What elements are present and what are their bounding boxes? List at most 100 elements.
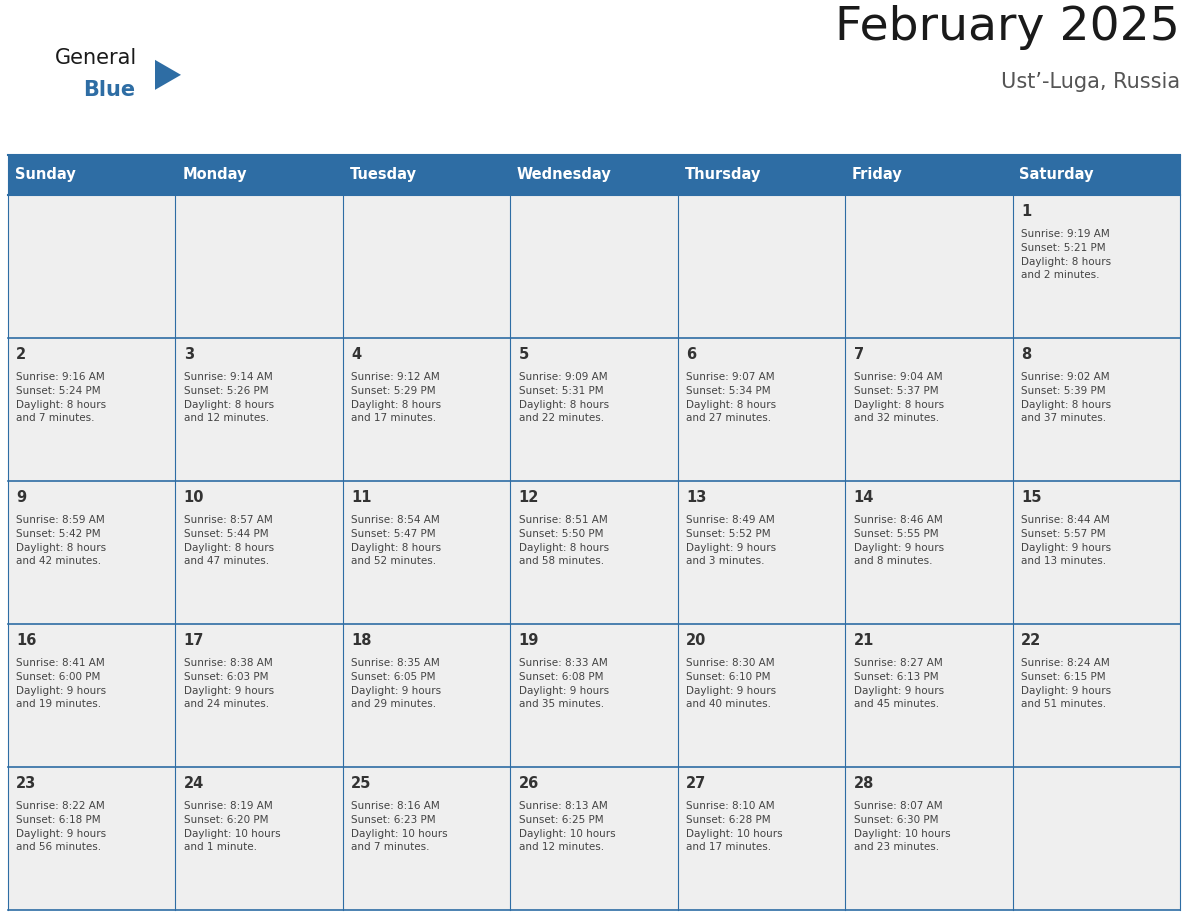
Text: Sunrise: 9:19 AM
Sunset: 5:21 PM
Daylight: 8 hours
and 2 minutes.: Sunrise: 9:19 AM Sunset: 5:21 PM Dayligh… [1020, 230, 1111, 280]
Text: General: General [55, 48, 138, 68]
Text: Sunrise: 8:07 AM
Sunset: 6:30 PM
Daylight: 10 hours
and 23 minutes.: Sunrise: 8:07 AM Sunset: 6:30 PM Dayligh… [853, 801, 950, 852]
Bar [511, 481, 677, 624]
Text: 5: 5 [519, 347, 529, 362]
Bar [511, 767, 677, 910]
Bar [845, 195, 1012, 338]
Text: Saturday: Saturday [1019, 167, 1094, 183]
Text: Sunday: Sunday [14, 167, 76, 183]
Text: 17: 17 [184, 633, 204, 647]
Text: Sunrise: 9:07 AM
Sunset: 5:34 PM
Daylight: 8 hours
and 27 minutes.: Sunrise: 9:07 AM Sunset: 5:34 PM Dayligh… [687, 373, 776, 423]
Text: Sunrise: 8:33 AM
Sunset: 6:08 PM
Daylight: 9 hours
and 35 minutes.: Sunrise: 8:33 AM Sunset: 6:08 PM Dayligh… [519, 658, 608, 709]
Bar [176, 338, 343, 481]
Bar [677, 624, 845, 767]
Bar [8, 155, 1180, 195]
Text: Sunrise: 8:24 AM
Sunset: 6:15 PM
Daylight: 9 hours
and 51 minutes.: Sunrise: 8:24 AM Sunset: 6:15 PM Dayligh… [1020, 658, 1111, 709]
Bar [845, 767, 1012, 910]
Text: Sunrise: 8:30 AM
Sunset: 6:10 PM
Daylight: 9 hours
and 40 minutes.: Sunrise: 8:30 AM Sunset: 6:10 PM Dayligh… [687, 658, 776, 709]
Text: Sunrise: 8:44 AM
Sunset: 5:57 PM
Daylight: 9 hours
and 13 minutes.: Sunrise: 8:44 AM Sunset: 5:57 PM Dayligh… [1020, 515, 1111, 566]
Text: Sunrise: 8:49 AM
Sunset: 5:52 PM
Daylight: 9 hours
and 3 minutes.: Sunrise: 8:49 AM Sunset: 5:52 PM Dayligh… [687, 515, 776, 566]
Text: Sunrise: 8:38 AM
Sunset: 6:03 PM
Daylight: 9 hours
and 24 minutes.: Sunrise: 8:38 AM Sunset: 6:03 PM Dayligh… [184, 658, 274, 709]
Bar [343, 195, 511, 338]
Text: 4: 4 [352, 347, 361, 362]
Bar [176, 767, 343, 910]
Text: Sunrise: 9:04 AM
Sunset: 5:37 PM
Daylight: 8 hours
and 32 minutes.: Sunrise: 9:04 AM Sunset: 5:37 PM Dayligh… [853, 373, 943, 423]
Text: 25: 25 [352, 776, 372, 790]
Bar [1012, 481, 1180, 624]
Text: Ust’-Luga, Russia: Ust’-Luga, Russia [1000, 73, 1180, 93]
Text: Blue: Blue [83, 80, 135, 100]
Text: 12: 12 [519, 489, 539, 505]
Bar [343, 481, 511, 624]
Text: Sunrise: 9:02 AM
Sunset: 5:39 PM
Daylight: 8 hours
and 37 minutes.: Sunrise: 9:02 AM Sunset: 5:39 PM Dayligh… [1020, 373, 1111, 423]
Text: Sunrise: 8:57 AM
Sunset: 5:44 PM
Daylight: 8 hours
and 47 minutes.: Sunrise: 8:57 AM Sunset: 5:44 PM Dayligh… [184, 515, 274, 566]
Bar [845, 338, 1012, 481]
Bar [8, 195, 176, 338]
Text: Sunrise: 8:41 AM
Sunset: 6:00 PM
Daylight: 9 hours
and 19 minutes.: Sunrise: 8:41 AM Sunset: 6:00 PM Dayligh… [17, 658, 107, 709]
Bar [343, 767, 511, 910]
Bar [176, 195, 343, 338]
Text: 18: 18 [352, 633, 372, 647]
Text: Sunrise: 9:09 AM
Sunset: 5:31 PM
Daylight: 8 hours
and 22 minutes.: Sunrise: 9:09 AM Sunset: 5:31 PM Dayligh… [519, 373, 608, 423]
Text: 26: 26 [519, 776, 539, 790]
Bar [1012, 767, 1180, 910]
Bar [1012, 195, 1180, 338]
Text: Sunrise: 8:27 AM
Sunset: 6:13 PM
Daylight: 9 hours
and 45 minutes.: Sunrise: 8:27 AM Sunset: 6:13 PM Dayligh… [853, 658, 943, 709]
Text: 19: 19 [519, 633, 539, 647]
Text: Sunrise: 8:59 AM
Sunset: 5:42 PM
Daylight: 8 hours
and 42 minutes.: Sunrise: 8:59 AM Sunset: 5:42 PM Dayligh… [17, 515, 107, 566]
Bar [343, 338, 511, 481]
Bar [1012, 338, 1180, 481]
Text: 13: 13 [687, 489, 707, 505]
Text: Sunrise: 8:22 AM
Sunset: 6:18 PM
Daylight: 9 hours
and 56 minutes.: Sunrise: 8:22 AM Sunset: 6:18 PM Dayligh… [17, 801, 107, 852]
Text: Sunrise: 8:13 AM
Sunset: 6:25 PM
Daylight: 10 hours
and 12 minutes.: Sunrise: 8:13 AM Sunset: 6:25 PM Dayligh… [519, 801, 615, 852]
Polygon shape [154, 60, 181, 90]
Text: Monday: Monday [182, 167, 247, 183]
Text: 27: 27 [687, 776, 707, 790]
Text: 11: 11 [352, 489, 372, 505]
Text: Sunrise: 9:12 AM
Sunset: 5:29 PM
Daylight: 8 hours
and 17 minutes.: Sunrise: 9:12 AM Sunset: 5:29 PM Dayligh… [352, 373, 442, 423]
Bar [677, 338, 845, 481]
Text: 7: 7 [853, 347, 864, 362]
Bar [176, 624, 343, 767]
Text: 21: 21 [853, 633, 874, 647]
Bar [511, 195, 677, 338]
Bar [511, 624, 677, 767]
Text: Tuesday: Tuesday [349, 167, 417, 183]
Text: Sunrise: 9:14 AM
Sunset: 5:26 PM
Daylight: 8 hours
and 12 minutes.: Sunrise: 9:14 AM Sunset: 5:26 PM Dayligh… [184, 373, 274, 423]
Bar [1012, 624, 1180, 767]
Text: 10: 10 [184, 489, 204, 505]
Text: Friday: Friday [852, 167, 903, 183]
Text: Sunrise: 9:16 AM
Sunset: 5:24 PM
Daylight: 8 hours
and 7 minutes.: Sunrise: 9:16 AM Sunset: 5:24 PM Dayligh… [17, 373, 107, 423]
Text: Sunrise: 8:46 AM
Sunset: 5:55 PM
Daylight: 9 hours
and 8 minutes.: Sunrise: 8:46 AM Sunset: 5:55 PM Dayligh… [853, 515, 943, 566]
Text: Sunrise: 8:19 AM
Sunset: 6:20 PM
Daylight: 10 hours
and 1 minute.: Sunrise: 8:19 AM Sunset: 6:20 PM Dayligh… [184, 801, 280, 852]
Bar [677, 481, 845, 624]
Text: 1: 1 [1020, 204, 1031, 218]
Text: Sunrise: 8:35 AM
Sunset: 6:05 PM
Daylight: 9 hours
and 29 minutes.: Sunrise: 8:35 AM Sunset: 6:05 PM Dayligh… [352, 658, 442, 709]
Bar [845, 624, 1012, 767]
Text: February 2025: February 2025 [835, 6, 1180, 50]
Text: 24: 24 [184, 776, 204, 790]
Bar [8, 624, 176, 767]
Bar [343, 624, 511, 767]
Text: 2: 2 [17, 347, 26, 362]
Text: Thursday: Thursday [684, 167, 760, 183]
Text: Wednesday: Wednesday [517, 167, 612, 183]
Bar [8, 767, 176, 910]
Bar [677, 195, 845, 338]
Text: 20: 20 [687, 633, 707, 647]
Text: 3: 3 [184, 347, 194, 362]
Bar [511, 338, 677, 481]
Text: 16: 16 [17, 633, 37, 647]
Text: Sunrise: 8:54 AM
Sunset: 5:47 PM
Daylight: 8 hours
and 52 minutes.: Sunrise: 8:54 AM Sunset: 5:47 PM Dayligh… [352, 515, 442, 566]
Text: Sunrise: 8:16 AM
Sunset: 6:23 PM
Daylight: 10 hours
and 7 minutes.: Sunrise: 8:16 AM Sunset: 6:23 PM Dayligh… [352, 801, 448, 852]
Text: 14: 14 [853, 489, 874, 505]
Text: Sunrise: 8:51 AM
Sunset: 5:50 PM
Daylight: 8 hours
and 58 minutes.: Sunrise: 8:51 AM Sunset: 5:50 PM Dayligh… [519, 515, 608, 566]
Bar [176, 481, 343, 624]
Text: 15: 15 [1020, 489, 1042, 505]
Text: Sunrise: 8:10 AM
Sunset: 6:28 PM
Daylight: 10 hours
and 17 minutes.: Sunrise: 8:10 AM Sunset: 6:28 PM Dayligh… [687, 801, 783, 852]
Text: 23: 23 [17, 776, 37, 790]
Bar [677, 767, 845, 910]
Bar [8, 338, 176, 481]
Text: 8: 8 [1020, 347, 1031, 362]
Text: 9: 9 [17, 489, 26, 505]
Bar [8, 481, 176, 624]
